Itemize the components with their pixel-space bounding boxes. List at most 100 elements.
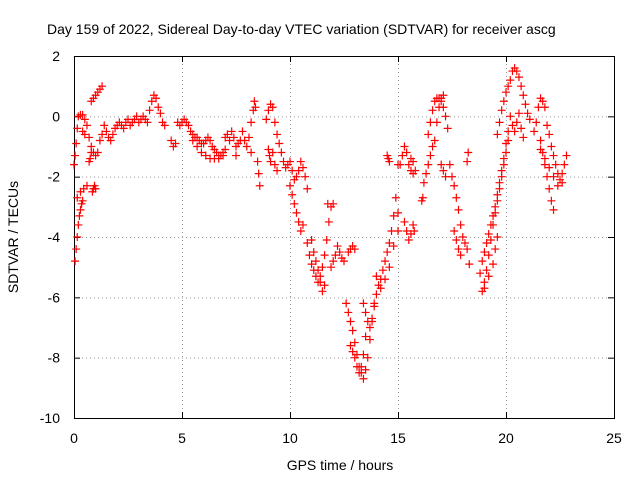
data-point: [294, 166, 303, 175]
data-point: [454, 205, 463, 214]
data-point: [523, 109, 532, 118]
data-point: [286, 157, 294, 166]
data-point: [504, 82, 513, 91]
data-point: [521, 100, 530, 109]
data-point: [73, 233, 82, 241]
data-point: [378, 266, 387, 275]
data-point: [372, 290, 381, 299]
data-point: [553, 181, 562, 190]
data-point: [167, 136, 176, 145]
data-point: [232, 151, 240, 160]
data-point: [253, 157, 262, 166]
data-point: [95, 136, 104, 145]
x-tick-label: 5: [178, 430, 186, 446]
data-point: [323, 199, 332, 208]
data-point: [484, 251, 493, 260]
data-point: [87, 148, 96, 157]
data-point: [365, 323, 374, 332]
data-point: [247, 148, 256, 157]
data-point: [86, 154, 95, 163]
data-point: [250, 97, 259, 106]
data-point: [365, 335, 374, 344]
data-point: [510, 127, 519, 136]
data-point: [145, 106, 154, 115]
data-point: [517, 82, 526, 91]
y-tick-label: -10: [40, 410, 60, 426]
data-point: [551, 160, 560, 169]
data-point: [184, 121, 193, 130]
data-point: [383, 248, 392, 257]
data-point: [482, 239, 491, 248]
data-point: [532, 118, 541, 127]
data-point: [418, 193, 427, 202]
data-point: [549, 151, 558, 160]
data-point: [359, 350, 368, 359]
data-point: [303, 184, 312, 193]
data-point: [430, 136, 439, 145]
chart-title: Day 159 of 2022, Sidereal Day-to-day VTE…: [47, 21, 556, 37]
data-point: [311, 257, 320, 266]
data-point: [476, 269, 485, 278]
data-point: [547, 142, 556, 151]
data-point: [497, 166, 506, 175]
x-tick-label: 20: [498, 430, 514, 446]
data-point: [254, 169, 263, 178]
data-point: [227, 127, 236, 136]
data-point: [76, 205, 85, 214]
data-point: [464, 148, 473, 157]
data-point: [255, 181, 264, 190]
data-point: [301, 172, 310, 181]
data-point: [536, 145, 545, 154]
data-point: [264, 106, 273, 115]
data-point: [381, 257, 390, 266]
data-point: [370, 299, 379, 308]
data-point: [376, 284, 385, 293]
data-point: [448, 172, 456, 181]
data-point: [223, 130, 232, 139]
data-point: [404, 160, 413, 169]
data-point: [558, 178, 567, 187]
data-point: [327, 263, 336, 272]
data-point: [355, 368, 364, 377]
data-point: [171, 139, 180, 148]
x-tick-label: 10: [282, 430, 298, 446]
data-point: [361, 365, 370, 374]
data-point: [361, 332, 370, 341]
data-point: [322, 236, 331, 245]
data-point: [402, 148, 411, 157]
data-point: [456, 220, 465, 229]
data-point: [143, 118, 152, 127]
data-point: [443, 124, 452, 133]
data-point: [482, 266, 491, 275]
data-point: [389, 242, 398, 251]
data-point: [402, 226, 411, 235]
data-point: [309, 248, 318, 257]
data-point: [426, 151, 435, 160]
data-point: [363, 353, 372, 362]
data-point: [320, 251, 329, 260]
data-point: [491, 245, 500, 254]
data-point: [361, 308, 370, 317]
data-point: [389, 211, 398, 220]
data-point: [489, 211, 498, 220]
data-point: [363, 317, 372, 326]
data-point: [296, 157, 305, 166]
data-point: [247, 118, 256, 127]
data-point: [419, 178, 428, 187]
data-point: [72, 245, 81, 254]
data-point: [268, 103, 277, 112]
data-point: [452, 193, 461, 202]
data-point: [517, 124, 526, 133]
data-point: [91, 184, 100, 193]
data-point: [530, 127, 539, 136]
y-tick-label: 0: [52, 108, 60, 124]
data-point: [318, 263, 327, 272]
data-point: [348, 326, 357, 335]
data-point: [320, 281, 329, 290]
data-point: [75, 211, 84, 220]
data-point: [368, 314, 377, 323]
data-point: [519, 133, 528, 142]
data-point: [106, 136, 115, 145]
data-point: [78, 196, 87, 205]
data-point: [450, 226, 459, 235]
